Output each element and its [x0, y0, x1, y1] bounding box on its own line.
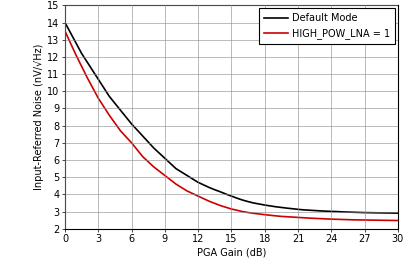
Default Mode	[239, 198, 244, 202]
HIGH_POW_LNA = 1	[262, 213, 266, 216]
Default Mode	[350, 211, 355, 214]
HIGH_POW_LNA = 1	[62, 30, 67, 33]
Y-axis label: Input-Referred Noise (nV/√Hz): Input-Referred Noise (nV/√Hz)	[34, 44, 44, 190]
Line: Default Mode: Default Mode	[65, 23, 397, 213]
Legend: Default Mode, HIGH_POW_LNA = 1: Default Mode, HIGH_POW_LNA = 1	[258, 8, 394, 44]
Default Mode	[140, 134, 145, 138]
HIGH_POW_LNA = 1	[129, 141, 134, 144]
Default Mode	[394, 211, 399, 215]
HIGH_POW_LNA = 1	[239, 210, 244, 213]
Default Mode	[129, 122, 134, 126]
HIGH_POW_LNA = 1	[394, 219, 399, 222]
Default Mode	[179, 171, 183, 174]
Default Mode	[262, 203, 266, 207]
HIGH_POW_LNA = 1	[140, 155, 145, 158]
Default Mode	[62, 21, 67, 24]
HIGH_POW_LNA = 1	[179, 186, 183, 189]
X-axis label: PGA Gain (dB): PGA Gain (dB)	[196, 247, 265, 257]
Line: HIGH_POW_LNA = 1: HIGH_POW_LNA = 1	[65, 31, 397, 221]
HIGH_POW_LNA = 1	[350, 218, 355, 221]
